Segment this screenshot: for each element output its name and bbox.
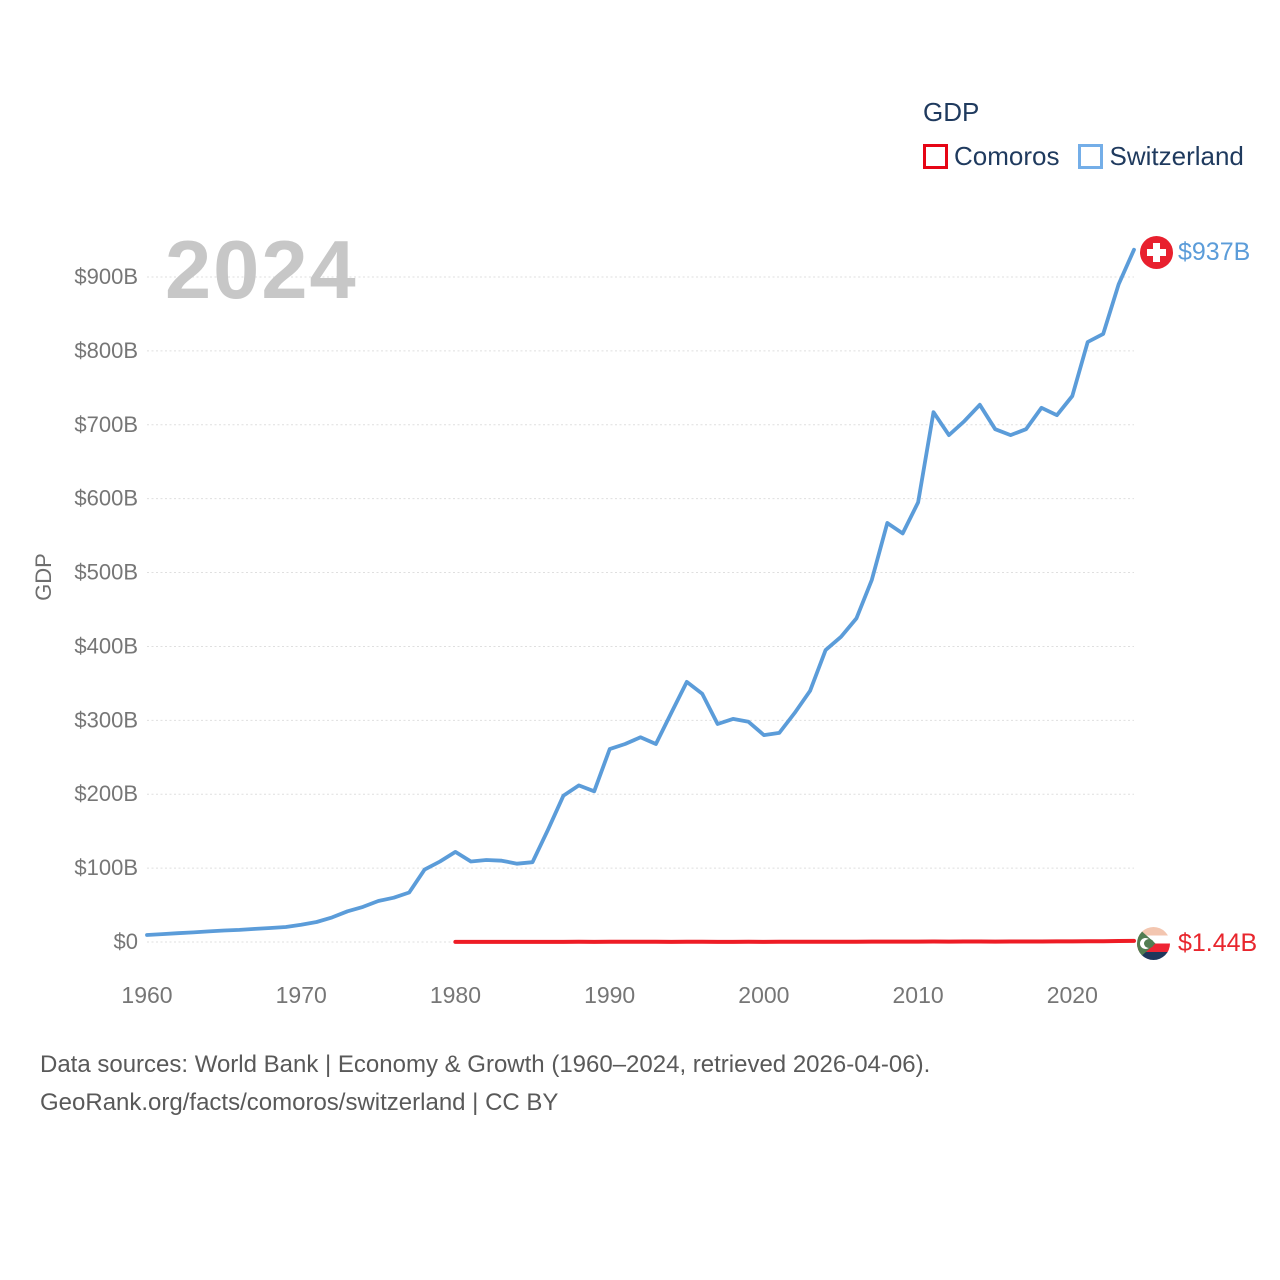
comoros-swatch-icon xyxy=(923,144,948,169)
y-tick-label: $400B xyxy=(74,633,138,658)
data-sources-line: Data sources: World Bank | Economy & Gro… xyxy=(40,1051,931,1078)
y-tick-label: $500B xyxy=(74,560,138,585)
y-tick-label: $800B xyxy=(74,338,138,363)
comoros-flag-crescent xyxy=(1140,938,1154,949)
x-tick-label: 2020 xyxy=(1047,982,1098,1008)
y-tick-label: $600B xyxy=(74,486,138,511)
x-tick-label: 1980 xyxy=(430,982,481,1008)
y-axis-tick-labels: $0 $100B $200B $300B $400B $500B $600B $700B $80… xyxy=(74,264,138,954)
y-tick-label: $0 xyxy=(114,929,138,954)
switzerland-end-value: $937B xyxy=(1178,238,1251,266)
legend-item-label: Comoros xyxy=(954,141,1060,171)
y-axis-title: GDP xyxy=(31,553,56,601)
switzerland-swatch-icon xyxy=(1078,144,1104,169)
series-line-switzerland[interactable] xyxy=(145,247,1136,937)
x-axis-tick-labels: 1960 1970 1980 1990 2000 2010 2020 xyxy=(121,982,1097,1008)
year-watermark: 2024 xyxy=(165,223,358,316)
x-tick-label: 1990 xyxy=(584,982,635,1008)
y-tick-label: $900B xyxy=(74,264,138,289)
y-tick-label: $200B xyxy=(74,781,138,806)
comoros-end-value: $1.44B xyxy=(1178,929,1258,957)
attribution-line: GeoRank.org/facts/comoros/switzerland | … xyxy=(40,1089,559,1116)
y-tick-label: $700B xyxy=(74,412,138,437)
gridlines xyxy=(147,276,1134,943)
y-tick-label: $300B xyxy=(74,707,138,732)
series-lines[interactable] xyxy=(145,247,1136,944)
chart-footer: Data sources: World Bank | Economy & Gro… xyxy=(40,1046,930,1122)
legend-title: GDP xyxy=(923,97,980,127)
chart-legend: GDP Comoros Switzerland xyxy=(923,97,1244,172)
series-line-comoros[interactable] xyxy=(453,938,1136,944)
y-tick-label: $100B xyxy=(74,855,138,880)
x-tick-label: 1960 xyxy=(121,982,172,1008)
switzerland-flag-icon xyxy=(1140,236,1173,269)
legend-items: Comoros Switzerland xyxy=(923,141,1244,172)
x-tick-label: 2010 xyxy=(893,982,944,1008)
x-tick-label: 2000 xyxy=(738,982,789,1008)
comoros-flag-icon xyxy=(1137,927,1170,960)
x-tick-label: 1970 xyxy=(276,982,327,1008)
legend-item-comoros[interactable]: Comoros xyxy=(923,141,1059,172)
legend-item-label: Switzerland xyxy=(1109,141,1244,171)
legend-item-switzerland[interactable]: Switzerland xyxy=(1078,141,1244,172)
